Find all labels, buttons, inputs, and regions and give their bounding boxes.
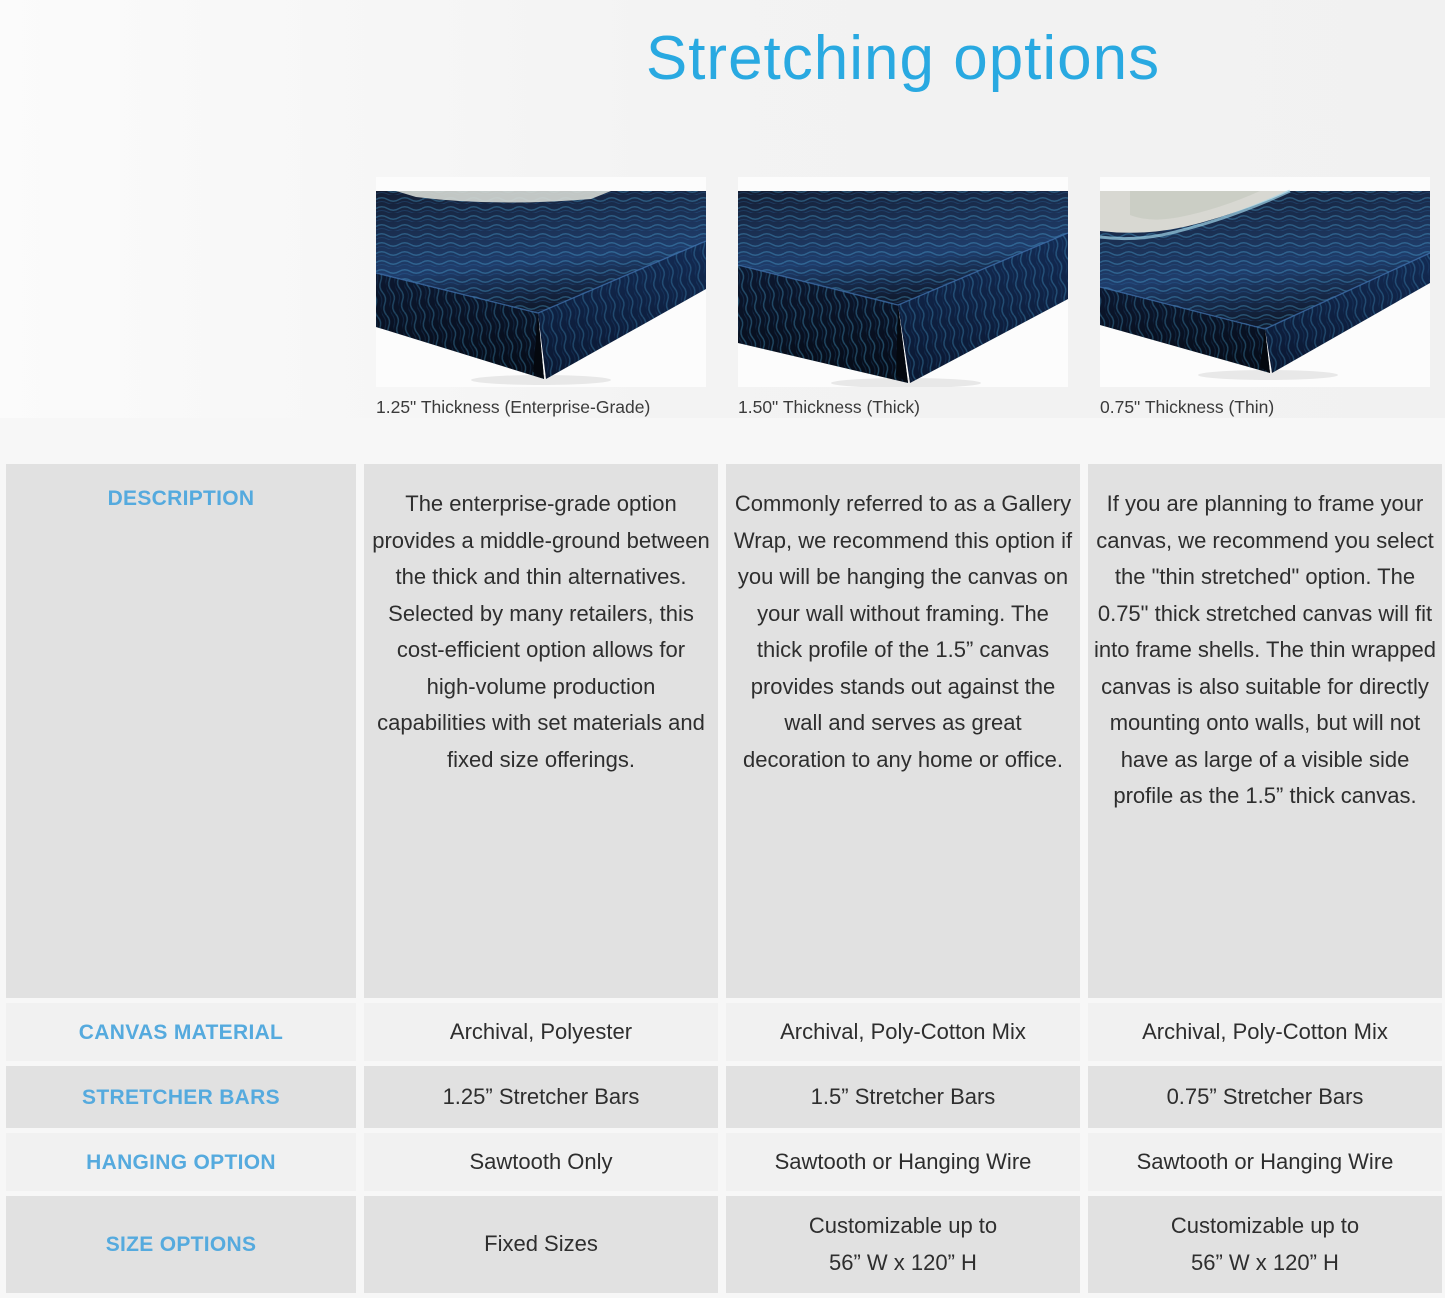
stretcher-bars-cell-enterprise: 1.25” Stretcher Bars — [364, 1066, 718, 1129]
canvas-corner-photo-thick-icon — [738, 177, 1068, 388]
table-row-size-options: SIZE OPTIONS Fixed Sizes Customizable up… — [6, 1196, 1445, 1294]
page-bottom-strip — [0, 1298, 1445, 1310]
product-figure-thin: 0.75" Thickness (Thin) — [1088, 177, 1442, 418]
canvas-material-cell-enterprise: Archival, Polyester — [364, 1003, 718, 1062]
hero-section: Stretching options 1.25" Thickness (Ente… — [0, 0, 1445, 419]
row-label-stretcher-bars: STRETCHER BARS — [6, 1066, 356, 1129]
product-caption: 0.75" Thickness (Thin) — [1100, 397, 1275, 418]
table-row-description: DESCRIPTION The enterprise-grade option … — [6, 464, 1445, 999]
table-row-canvas-material: CANVAS MATERIAL Archival, Polyester Arch… — [6, 1003, 1445, 1062]
size-options-cell-enterprise: Fixed Sizes — [364, 1196, 718, 1294]
product-caption: 1.50" Thickness (Thick) — [738, 397, 920, 418]
canvas-material-cell-thin: Archival, Poly-Cotton Mix — [1088, 1003, 1442, 1062]
canvas-material-cell-thick: Archival, Poly-Cotton Mix — [726, 1003, 1080, 1062]
table-row-stretcher-bars: STRETCHER BARS 1.25” Stretcher Bars 1.5”… — [6, 1066, 1445, 1129]
row-label-hanging-option: HANGING OPTION — [6, 1133, 356, 1192]
description-cell-thick: Commonly referred to as a Gallery Wrap, … — [726, 464, 1080, 999]
canvas-corner-photo-thin-icon — [1100, 177, 1430, 388]
product-figures-row: 1.25" Thickness (Enterprise-Grade) 1.50"… — [364, 177, 1445, 418]
product-figure-thick: 1.50" Thickness (Thick) — [726, 177, 1080, 418]
row-label-description: DESCRIPTION — [6, 464, 356, 999]
size-options-cell-thick: Customizable up to 56” W x 120” H — [726, 1196, 1080, 1294]
product-caption: 1.25" Thickness (Enterprise-Grade) — [376, 397, 651, 418]
row-label-size-options: SIZE OPTIONS — [6, 1196, 356, 1294]
stretcher-bars-cell-thin: 0.75” Stretcher Bars — [1088, 1066, 1442, 1129]
hanging-option-cell-thin: Sawtooth or Hanging Wire — [1088, 1133, 1442, 1192]
hanging-option-cell-enterprise: Sawtooth Only — [364, 1133, 718, 1192]
row-label-canvas-material: CANVAS MATERIAL — [6, 1003, 356, 1062]
hanging-option-cell-thick: Sawtooth or Hanging Wire — [726, 1133, 1080, 1192]
size-options-cell-thin: Customizable up to 56” W x 120” H — [1088, 1196, 1442, 1294]
page-title: Stretching options — [645, 24, 1161, 93]
comparison-table: DESCRIPTION The enterprise-grade option … — [0, 464, 1445, 1294]
product-figure-enterprise: 1.25" Thickness (Enterprise-Grade) — [364, 177, 718, 418]
stretcher-bars-cell-thick: 1.5” Stretcher Bars — [726, 1066, 1080, 1129]
table-row-hanging-option: HANGING OPTION Sawtooth Only Sawtooth or… — [6, 1133, 1445, 1192]
description-cell-thin: If you are planning to frame your canvas… — [1088, 464, 1442, 999]
description-cell-enterprise: The enterprise-grade option provides a m… — [364, 464, 718, 999]
canvas-corner-photo-enterprise-icon — [376, 177, 706, 388]
